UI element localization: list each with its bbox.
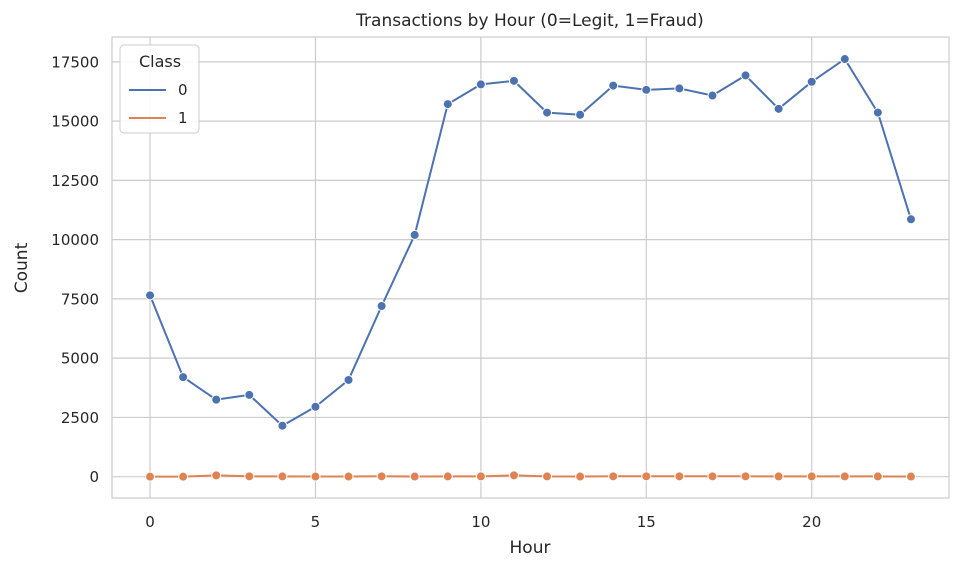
- series-0: [145, 54, 916, 431]
- data-point: [376, 301, 387, 312]
- y-tick-labels: 0 2500 5000 7500 10000 12500 15000 17500: [51, 53, 99, 486]
- data-point: [806, 471, 817, 482]
- data-point: [145, 471, 156, 482]
- data-point: [475, 471, 486, 482]
- y-tick-label: 15000: [51, 113, 99, 131]
- data-point: [211, 394, 222, 405]
- x-tick-label: 15: [637, 513, 656, 531]
- legend: Class 0 1: [119, 44, 200, 134]
- data-point: [674, 83, 685, 94]
- x-axis-label: Hour: [510, 538, 551, 558]
- legend-label-1: 1: [178, 109, 188, 127]
- x-tick-label: 0: [145, 513, 155, 531]
- chart-title: Transactions by Hour (0=Legit, 1=Fraud): [355, 11, 704, 31]
- data-point: [442, 99, 453, 110]
- y-tick-label: 5000: [61, 350, 99, 368]
- data-point: [773, 471, 784, 482]
- data-point: [806, 76, 817, 87]
- data-point: [740, 471, 751, 482]
- data-point: [542, 471, 553, 482]
- data-point: [475, 79, 486, 90]
- data-point: [905, 214, 916, 225]
- legend-title: Class: [139, 52, 181, 71]
- x-tick-label: 5: [311, 513, 321, 531]
- data-point: [674, 471, 685, 482]
- data-point: [178, 471, 189, 482]
- data-point: [310, 471, 321, 482]
- data-point: [409, 229, 420, 240]
- x-tick-label: 10: [471, 513, 490, 531]
- data-point: [608, 471, 619, 482]
- data-point: [277, 420, 288, 431]
- data-point: [508, 75, 519, 86]
- data-point: [905, 471, 916, 482]
- data-point: [773, 103, 784, 114]
- data-point: [376, 471, 387, 482]
- y-tick-label: 2500: [61, 409, 99, 427]
- y-tick-label: 0: [89, 468, 99, 486]
- data-point: [641, 84, 652, 95]
- data-point: [211, 470, 222, 481]
- data-point: [542, 107, 553, 118]
- data-point: [608, 80, 619, 91]
- plot-background: [112, 37, 949, 498]
- data-point: [277, 471, 288, 482]
- data-point: [575, 471, 586, 482]
- data-point: [442, 471, 453, 482]
- series-line-0: [149, 58, 912, 427]
- data-point: [244, 471, 255, 482]
- data-point: [641, 471, 652, 482]
- y-tick-label: 10000: [51, 231, 99, 249]
- y-axis-label: Count: [12, 242, 32, 293]
- data-point: [310, 401, 321, 412]
- data-point: [872, 107, 883, 118]
- data-point: [740, 70, 751, 81]
- plot-frame: [111, 36, 950, 499]
- data-point: [145, 290, 156, 301]
- y-tick-label: 17500: [51, 53, 99, 71]
- series-layer: [145, 54, 916, 482]
- x-tick-labels: 0 5 10 15 20: [145, 513, 821, 531]
- series-line-1: [150, 474, 911, 478]
- data-point: [707, 471, 718, 482]
- data-point: [707, 90, 718, 101]
- data-point: [409, 471, 420, 482]
- data-point: [343, 374, 354, 385]
- data-point: [839, 54, 850, 65]
- x-tick-label: 20: [802, 513, 821, 531]
- y-tick-label: 7500: [61, 290, 99, 308]
- data-point: [508, 470, 519, 481]
- data-point: [244, 389, 255, 400]
- data-point: [839, 471, 850, 482]
- data-point: [343, 471, 354, 482]
- data-point: [178, 372, 189, 383]
- legend-label-0: 0: [178, 81, 188, 99]
- y-tick-label: 12500: [51, 172, 99, 190]
- series-1: [145, 470, 916, 482]
- data-point: [575, 109, 586, 120]
- data-point: [872, 471, 883, 482]
